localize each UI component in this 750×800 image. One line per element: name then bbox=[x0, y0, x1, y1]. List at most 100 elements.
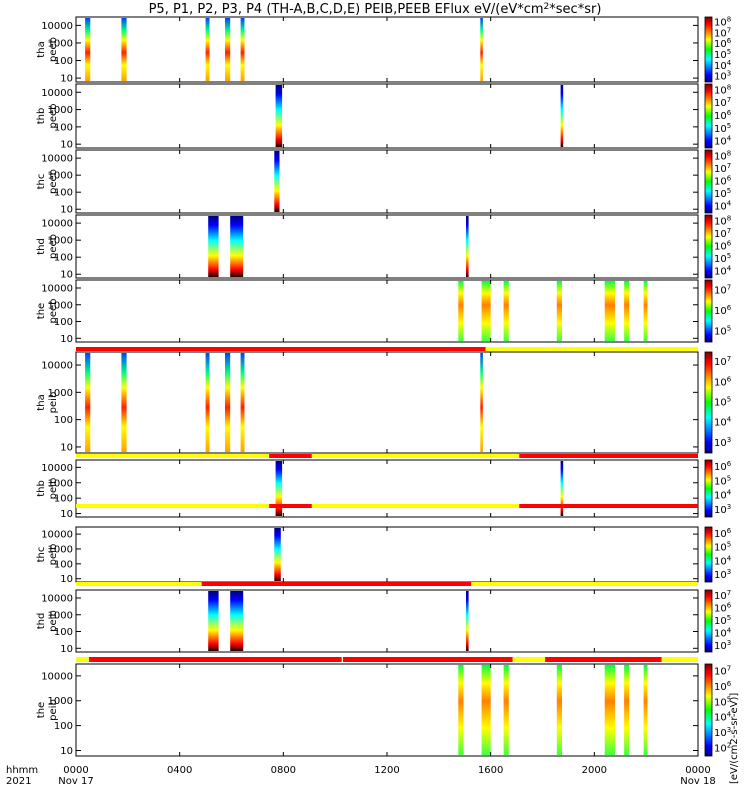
panel-product-label: peib bbox=[48, 610, 59, 632]
mode-segment-red bbox=[269, 454, 312, 458]
data-burst bbox=[503, 281, 509, 341]
y-tick-label: 10 bbox=[60, 205, 73, 216]
panel-probe-label: thc bbox=[36, 547, 47, 563]
mode-segment-red bbox=[342, 657, 513, 662]
colorbar-tick-label: 105 bbox=[714, 187, 731, 200]
mode-segment-yellow bbox=[76, 504, 270, 508]
panel-product-label: peeb bbox=[48, 37, 59, 62]
colorbar-tick-label: 105 bbox=[714, 122, 731, 135]
y-tick-label: 10 bbox=[60, 74, 73, 85]
mode-bar bbox=[76, 454, 698, 458]
y-tick-label: 100 bbox=[54, 56, 73, 67]
y-tick-label: 100 bbox=[54, 559, 73, 570]
colorbar-tick-label: 104 bbox=[714, 265, 732, 278]
panel-frame bbox=[75, 83, 699, 149]
data-burst bbox=[560, 461, 564, 516]
data-burst bbox=[643, 665, 648, 755]
mode-segment-red bbox=[89, 657, 342, 662]
x-tick-label: 0000 bbox=[63, 765, 88, 776]
colorbar-tick-label: 106 bbox=[714, 304, 732, 317]
y-tick-label: 100 bbox=[54, 415, 73, 426]
y-tick-label: 100 bbox=[54, 627, 73, 638]
data-burst bbox=[481, 281, 491, 341]
mode-segment-yellow bbox=[311, 454, 520, 458]
x-date-label: Nov 17 bbox=[58, 776, 93, 787]
data-burst bbox=[230, 216, 244, 277]
panel-probe-label: thd bbox=[36, 238, 47, 255]
data-burst bbox=[643, 281, 648, 341]
data-burst bbox=[458, 665, 464, 755]
colorbar-tick-label: 106 bbox=[714, 109, 732, 122]
colorbar-tick-label: 107 bbox=[714, 162, 731, 175]
colorbar-tick-label: 104 bbox=[714, 135, 732, 148]
y-tick-label: 100 bbox=[54, 317, 73, 328]
y-tick-label: 10000 bbox=[41, 88, 73, 99]
colorbar-tick-label: 104 bbox=[714, 554, 732, 567]
mode-segment-yellow bbox=[512, 657, 546, 662]
colorbar-tick-label: 106 bbox=[714, 460, 732, 473]
data-burst bbox=[274, 151, 280, 212]
mode-bar bbox=[76, 347, 698, 351]
colorbar-tick-label: 103 bbox=[714, 568, 731, 581]
data-burst bbox=[480, 18, 483, 81]
colorbar bbox=[704, 214, 713, 279]
y-tick-label: 10 bbox=[60, 442, 73, 453]
y-tick-label: 1000 bbox=[48, 105, 73, 116]
panel-product-label: peib bbox=[48, 392, 59, 414]
mode-segment-red bbox=[545, 657, 662, 662]
colorbar-tick-label: 104 bbox=[714, 489, 732, 502]
mode-segment-red bbox=[269, 504, 312, 508]
data-burst bbox=[556, 665, 562, 755]
colorbar-tick-label: 104 bbox=[714, 200, 732, 213]
colorbar-tick-label: 103 bbox=[714, 436, 731, 449]
y-tick-label: 1000 bbox=[48, 38, 73, 49]
colorbar-tick-label: 105 bbox=[714, 695, 731, 708]
y-tick-label: 1000 bbox=[48, 544, 73, 555]
y-tick-label: 10 bbox=[60, 644, 73, 655]
data-burst bbox=[556, 281, 562, 341]
x-tick-label: 0800 bbox=[271, 765, 296, 776]
y-tick-label: 100 bbox=[54, 253, 73, 264]
y-tick-label: 10000 bbox=[41, 21, 73, 32]
panel-frame bbox=[75, 351, 699, 454]
y-tick-label: 1000 bbox=[48, 478, 73, 489]
panel-frame bbox=[75, 214, 699, 279]
data-burst bbox=[85, 18, 91, 81]
colorbar-tick-label: 107 bbox=[714, 26, 731, 39]
panel-probe-label: tha bbox=[36, 41, 47, 57]
mode-bar bbox=[76, 504, 698, 508]
mode-segment-yellow bbox=[471, 582, 698, 586]
colorbar-tick-label: 107 bbox=[714, 227, 731, 240]
mode-segment-yellow bbox=[76, 582, 202, 586]
colorbar-tick-label: 107 bbox=[714, 665, 731, 678]
panel-frame bbox=[75, 16, 699, 83]
x-tick-label: 0400 bbox=[167, 765, 192, 776]
mode-segment-yellow bbox=[485, 347, 698, 351]
colorbar-tick-label: 104 bbox=[714, 416, 732, 429]
data-burst bbox=[230, 591, 244, 651]
y-tick-label: 100 bbox=[54, 122, 73, 133]
panel-probe-label: thc bbox=[36, 174, 47, 190]
panel-frame bbox=[75, 149, 699, 214]
colorbar bbox=[704, 16, 713, 83]
panel-tha-peib: 10 100 1000 10000 tha peib 103 104 105 106 107 bbox=[36, 351, 732, 454]
data-burst bbox=[481, 665, 491, 755]
y-tick-label: 10000 bbox=[41, 361, 73, 372]
panel-probe-label: the bbox=[36, 303, 47, 319]
y-tick-label: 10 bbox=[60, 270, 73, 281]
data-burst bbox=[503, 665, 509, 755]
colorbar-tick-label: 106 bbox=[714, 527, 732, 540]
colorbar-tick-label: 105 bbox=[714, 541, 731, 554]
data-burst bbox=[225, 353, 231, 452]
colorbar-tick-label: 106 bbox=[714, 602, 732, 615]
colorbar-tick-label: 104 bbox=[714, 711, 732, 724]
colorbar bbox=[704, 663, 713, 757]
panel-frame bbox=[75, 279, 699, 343]
mode-segment-red bbox=[76, 347, 486, 351]
x-tick-label: 1600 bbox=[478, 765, 503, 776]
panel-the-peib: 10 100 1000 10000 the peib 102 103 104 105 106 107 bbox=[36, 663, 732, 757]
panel-probe-label: thb bbox=[36, 108, 47, 125]
